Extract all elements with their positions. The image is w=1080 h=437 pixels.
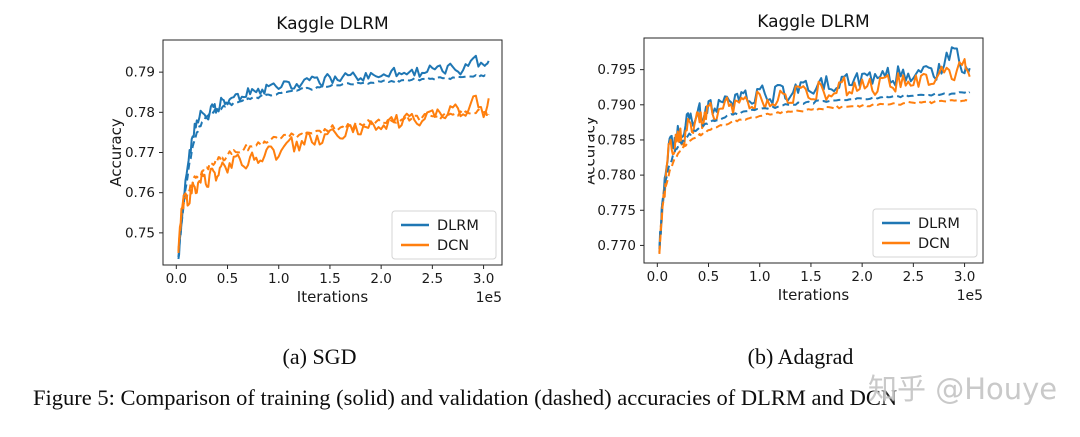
legend-label-dlrm: DLRM bbox=[918, 216, 960, 232]
x-axis-label: Iterations bbox=[778, 286, 850, 304]
y-tick-label: 0.79 bbox=[125, 65, 155, 81]
x-tick-label: 1.5 bbox=[319, 271, 340, 287]
y-tick-label: 0.775 bbox=[597, 203, 636, 219]
x-axis-label: Iterations bbox=[297, 288, 369, 306]
x-tick-label: 3.0 bbox=[473, 271, 494, 287]
legend: DLRM DCN bbox=[391, 210, 497, 260]
series-line-dcn-training bbox=[177, 94, 490, 251]
chart-title: Kaggle DLRM bbox=[276, 14, 388, 34]
series-line-dlrm-training bbox=[177, 54, 490, 260]
series-line-dlrm-validation bbox=[658, 90, 971, 249]
legend-box bbox=[872, 208, 978, 258]
chart-adagrad: Kaggle DLRM 0.0 0.5 1.0 1.5 2.0 2.5 3.0 0.770 0.7… bbox=[588, 12, 984, 304]
y-axis-label: Accuracy bbox=[588, 116, 599, 185]
series-line-dcn-validation bbox=[177, 108, 490, 253]
x-axis-offset-label: 1e5 bbox=[476, 290, 502, 306]
subcaption-adagrad: (b) Adagrad bbox=[747, 344, 854, 369]
legend-label-dcn: DCN bbox=[918, 236, 950, 252]
series-line-dlrm-validation bbox=[177, 74, 489, 258]
x-tick-label: 1.0 bbox=[749, 269, 770, 285]
y-tick-label: 0.76 bbox=[125, 185, 155, 201]
y-tick-label: 0.770 bbox=[597, 238, 636, 254]
y-tick-label: 0.75 bbox=[125, 225, 155, 241]
x-tick-label: 2.5 bbox=[903, 269, 924, 285]
y-tick-label: 0.77 bbox=[125, 145, 155, 161]
x-axis-offset-label: 1e5 bbox=[957, 288, 983, 304]
x-tick-label: 0.5 bbox=[217, 271, 238, 287]
plot-area bbox=[658, 46, 971, 254]
legend-label-dcn: DCN bbox=[437, 238, 469, 254]
x-tick-label: 1.5 bbox=[800, 269, 821, 285]
legend: DLRM DCN bbox=[872, 208, 978, 258]
x-tick-label: 0.5 bbox=[698, 269, 719, 285]
y-tick-label: 0.790 bbox=[597, 97, 636, 113]
x-tick-label: 1.0 bbox=[268, 271, 289, 287]
x-tick-label: 2.5 bbox=[422, 271, 443, 287]
y-axis-label: Accuracy bbox=[107, 118, 125, 187]
chart-sgd: Kaggle DLRM 0.0 0.5 1.0 1.5 2.0 2.5 3.0 0.75 0.76… bbox=[107, 14, 503, 306]
x-tick-label: 0.0 bbox=[647, 269, 668, 285]
figure-caption: Figure 5: Comparison of training (solid)… bbox=[33, 385, 898, 410]
x-tick-label: 2.0 bbox=[370, 271, 391, 287]
series-line-dcn-validation bbox=[658, 99, 971, 253]
y-tick-label: 0.780 bbox=[597, 168, 636, 184]
chart-title: Kaggle DLRM bbox=[757, 12, 869, 32]
plot-area bbox=[177, 54, 490, 260]
legend-box bbox=[391, 210, 497, 260]
x-tick-label: 0.0 bbox=[166, 271, 187, 287]
y-tick-label: 0.795 bbox=[597, 62, 636, 78]
axes-spines bbox=[643, 37, 984, 264]
subcaption-sgd: (a) SGD bbox=[282, 344, 357, 369]
x-tick-label: 3.0 bbox=[954, 269, 975, 285]
x-tick-label: 2.0 bbox=[851, 269, 872, 285]
legend-label-dlrm: DLRM bbox=[437, 218, 479, 234]
y-tick-label: 0.785 bbox=[597, 132, 636, 148]
y-tick-label: 0.78 bbox=[125, 105, 155, 121]
